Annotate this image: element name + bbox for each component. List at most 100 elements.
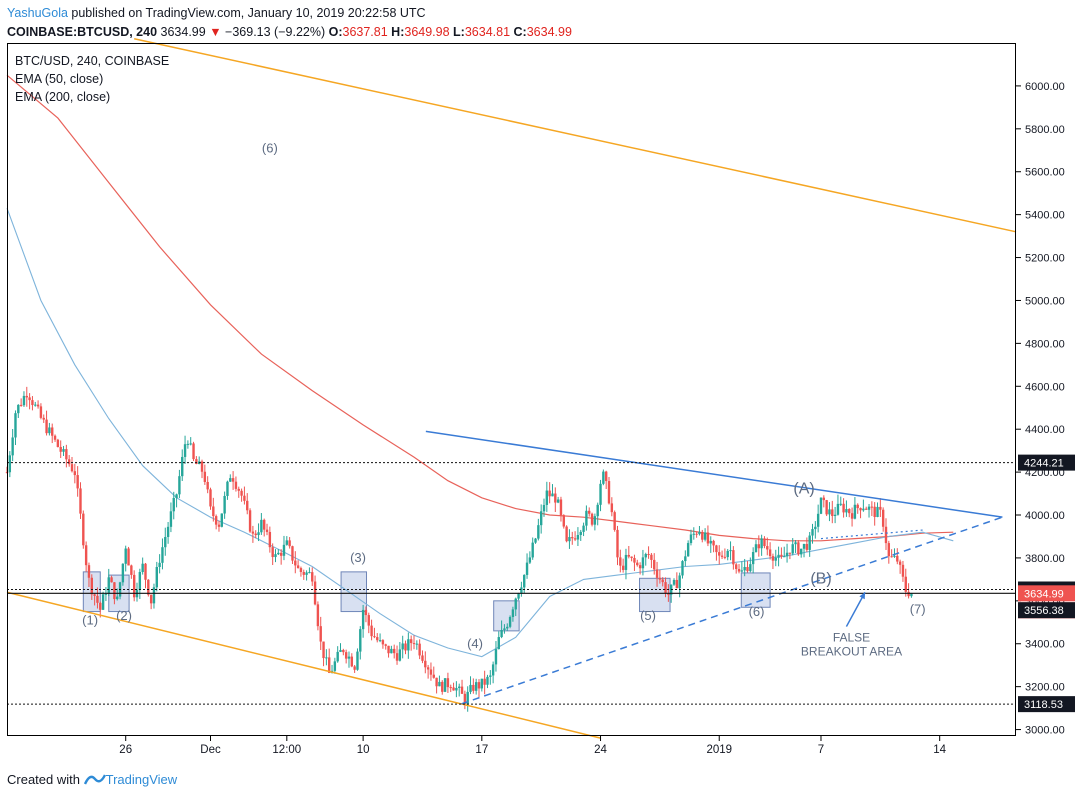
- candle-body: [8, 455, 12, 473]
- close-value: 3634.99: [526, 25, 572, 39]
- candle-body: [896, 555, 899, 562]
- highlight-box: [340, 571, 368, 613]
- candle-body: [328, 657, 331, 673]
- candle-body: [534, 538, 537, 543]
- candle-body: [36, 404, 40, 407]
- arrow-line: [845, 591, 866, 627]
- y-tick-label: 3800.00: [1025, 553, 1065, 565]
- candle-body: [497, 637, 500, 650]
- ohlc-line: COINBASE:BTCUSD, 240 3634.99 ▼ −369.13 (…: [7, 23, 572, 42]
- candle-body: [763, 538, 766, 547]
- price-badge: [1018, 454, 1075, 471]
- candle-body: [811, 529, 814, 536]
- candle-body: [449, 687, 452, 689]
- candle-body: [850, 513, 854, 519]
- candle-body: [186, 443, 190, 445]
- candle-body: [370, 625, 373, 637]
- candle-body: [506, 626, 509, 629]
- y-tick-label: 4800.00: [1025, 338, 1065, 350]
- candle-body: [865, 508, 868, 510]
- candle-body: [268, 531, 272, 548]
- candle-body: [56, 439, 60, 447]
- candle-body: [514, 598, 517, 610]
- candle-body: [873, 506, 876, 517]
- candle-body: [703, 532, 707, 540]
- candle-body: [206, 481, 209, 490]
- candle-body: [585, 510, 588, 526]
- publish-line: YashuGola published on TradingView.com, …: [7, 4, 572, 23]
- candle-body: [231, 478, 235, 482]
- candle-body: [226, 481, 229, 496]
- annotation-label: BREAKOUT AREA: [801, 645, 902, 659]
- annotation-label: (3): [350, 550, 366, 565]
- candle-body: [240, 490, 243, 496]
- candle-body: [217, 524, 221, 527]
- arrow-head-icon: [859, 592, 866, 600]
- candle-body: [265, 529, 269, 532]
- candle-body: [692, 533, 695, 535]
- published-text: published on TradingView.com, January 10…: [71, 6, 426, 20]
- candle-body: [599, 483, 602, 505]
- candle-body: [551, 493, 554, 497]
- x-tick-label: 14: [933, 744, 946, 756]
- candle-body: [308, 572, 311, 574]
- candle-body: [667, 593, 670, 595]
- x-tick-label: 12:00: [272, 744, 301, 756]
- candle-body: [681, 561, 684, 576]
- candle-body: [706, 532, 710, 544]
- candle-body: [192, 443, 195, 460]
- candle-body: [819, 497, 823, 514]
- candle-body: [51, 427, 54, 436]
- x-tick-label: 17: [475, 744, 488, 756]
- candle-body: [893, 555, 896, 557]
- candle-body: [25, 395, 28, 398]
- candle-body: [212, 506, 215, 517]
- candle-body: [356, 651, 359, 670]
- candle-body: [842, 503, 845, 513]
- candle-body: [254, 533, 257, 536]
- annotation-label: (6): [749, 604, 765, 619]
- y-tick-label: 4000.00: [1025, 510, 1065, 522]
- candle-body: [82, 513, 85, 546]
- candle-body: [636, 562, 639, 566]
- candle-body: [774, 557, 777, 561]
- candle-body: [172, 497, 175, 512]
- price-badge: [1018, 585, 1075, 602]
- low-label: L:: [453, 25, 465, 39]
- candle-body: [387, 645, 390, 654]
- candle-body: [121, 563, 125, 583]
- candle-body: [325, 657, 328, 659]
- candle-body: [288, 540, 291, 547]
- candle-body: [749, 564, 752, 572]
- candle-body: [664, 582, 667, 594]
- candle-body: [214, 516, 218, 525]
- candle-body: [641, 557, 645, 569]
- candle-body: [565, 526, 568, 542]
- candle-body: [28, 397, 31, 401]
- candle-body: [729, 550, 732, 552]
- candle-body: [590, 513, 594, 525]
- candle-body: [138, 572, 142, 590]
- candle-body: [441, 681, 444, 692]
- candle-body: [709, 540, 712, 544]
- footer: Created with TradingView: [7, 772, 177, 787]
- footer-brand[interactable]: TradingView: [105, 772, 178, 787]
- candle-body: [463, 693, 467, 705]
- author-link[interactable]: YashuGola: [7, 6, 68, 20]
- candle-body: [898, 561, 902, 565]
- candle-body: [831, 509, 834, 516]
- candle-body: [797, 542, 800, 555]
- x-tick-label: Dec: [200, 744, 221, 756]
- candle-body: [381, 640, 385, 645]
- candle-body: [237, 488, 240, 491]
- candle-body: [870, 506, 874, 508]
- candle-body: [412, 643, 416, 645]
- open-value: 3637.81: [342, 25, 388, 39]
- candle-body: [45, 419, 48, 434]
- candle-body: [282, 544, 286, 556]
- candle-body: [299, 568, 303, 572]
- candle-body: [884, 526, 888, 544]
- candle-body: [361, 609, 365, 630]
- candle-body: [76, 475, 79, 489]
